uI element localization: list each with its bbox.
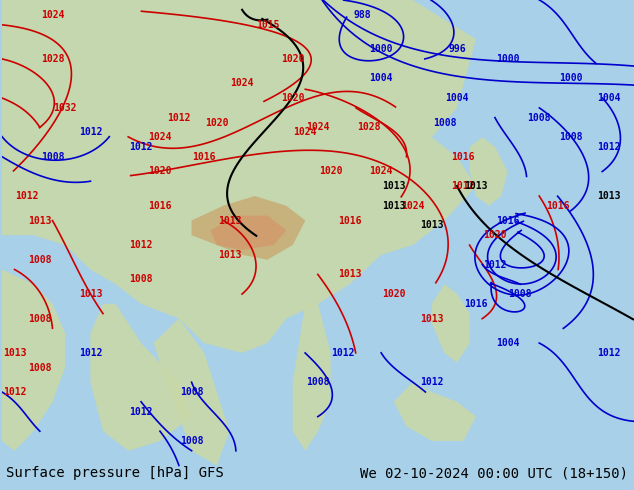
Text: 1020: 1020 (205, 118, 229, 127)
Text: 1013: 1013 (338, 270, 361, 279)
Text: 1012: 1012 (79, 348, 102, 358)
Text: 1015: 1015 (256, 20, 279, 29)
Polygon shape (91, 304, 191, 451)
Text: 996: 996 (448, 44, 466, 54)
Text: 1032: 1032 (53, 103, 77, 113)
Text: 1008: 1008 (28, 255, 51, 265)
Text: 1008: 1008 (129, 274, 153, 284)
Text: 1008: 1008 (28, 314, 51, 323)
Text: We 02-10-2024 00:00 UTC (18+150): We 02-10-2024 00:00 UTC (18+150) (359, 466, 628, 480)
Text: 1012: 1012 (129, 240, 153, 250)
Text: 1016: 1016 (547, 201, 570, 211)
Text: 1012: 1012 (15, 191, 39, 201)
Text: 1028: 1028 (357, 122, 380, 132)
Text: 1000: 1000 (370, 44, 393, 54)
Text: 1020: 1020 (281, 93, 304, 103)
Text: 1016: 1016 (338, 216, 361, 225)
Text: 1012: 1012 (420, 377, 444, 387)
Text: 1012: 1012 (332, 348, 355, 358)
Text: 1008: 1008 (180, 436, 204, 446)
Text: 1004: 1004 (496, 338, 519, 348)
Text: 1016: 1016 (148, 201, 172, 211)
Text: 1013: 1013 (420, 314, 444, 323)
Text: 1004: 1004 (370, 74, 393, 83)
Text: 1012: 1012 (79, 127, 102, 137)
Text: 1012: 1012 (483, 260, 507, 270)
Polygon shape (153, 318, 230, 466)
Text: 1008: 1008 (527, 113, 551, 122)
Text: 1008: 1008 (180, 387, 204, 397)
Polygon shape (432, 284, 470, 363)
Text: 1000: 1000 (559, 74, 583, 83)
Text: 1013: 1013 (464, 181, 488, 191)
Text: 1020: 1020 (319, 167, 342, 176)
Text: 1013: 1013 (3, 348, 27, 358)
Text: 1013: 1013 (420, 220, 444, 230)
Text: 1008: 1008 (28, 363, 51, 372)
Text: 1020: 1020 (382, 289, 406, 299)
Text: 1013: 1013 (382, 181, 406, 191)
Text: 1016: 1016 (496, 216, 519, 225)
Text: 1008: 1008 (306, 377, 330, 387)
Polygon shape (210, 216, 287, 250)
Polygon shape (2, 270, 65, 451)
Text: 1013: 1013 (28, 216, 51, 225)
Text: 1012: 1012 (597, 142, 621, 152)
Text: 1013: 1013 (79, 289, 102, 299)
Text: 1008: 1008 (559, 132, 583, 142)
Text: 1016: 1016 (193, 152, 216, 162)
Text: 1004: 1004 (597, 93, 621, 103)
Text: 1024: 1024 (41, 10, 64, 20)
Text: 1008: 1008 (41, 152, 64, 162)
Text: 1024: 1024 (148, 132, 172, 142)
Text: 1004: 1004 (445, 93, 469, 103)
Text: 1028: 1028 (41, 54, 64, 64)
Text: 1024: 1024 (294, 127, 317, 137)
Text: 1024: 1024 (306, 122, 330, 132)
Text: 1000: 1000 (496, 54, 519, 64)
Text: 1012: 1012 (129, 142, 153, 152)
Text: 1024: 1024 (401, 201, 425, 211)
Text: 1016: 1016 (464, 299, 488, 309)
Text: 1024: 1024 (230, 78, 254, 88)
Text: 1008: 1008 (432, 118, 456, 127)
Text: 1012: 1012 (451, 181, 475, 191)
Text: 1013: 1013 (217, 250, 241, 260)
Text: 1013: 1013 (382, 201, 406, 211)
Text: 1020: 1020 (281, 54, 304, 64)
Text: 1008: 1008 (508, 289, 532, 299)
Polygon shape (191, 196, 306, 260)
Text: 1024: 1024 (370, 167, 393, 176)
Polygon shape (470, 137, 508, 206)
Text: 1012: 1012 (167, 113, 191, 122)
Text: 1016: 1016 (451, 152, 475, 162)
Text: 1020: 1020 (483, 230, 507, 240)
Text: 1012: 1012 (129, 407, 153, 416)
Text: 1020: 1020 (148, 167, 172, 176)
Polygon shape (293, 304, 330, 451)
Polygon shape (394, 382, 476, 441)
Text: 988: 988 (353, 10, 371, 20)
Text: 1013: 1013 (597, 191, 621, 201)
Text: Surface pressure [hPa] GFS: Surface pressure [hPa] GFS (6, 466, 224, 480)
Text: 1012: 1012 (3, 387, 27, 397)
Text: 1012: 1012 (597, 348, 621, 358)
Polygon shape (2, 0, 476, 353)
Text: 1013: 1013 (217, 216, 241, 225)
